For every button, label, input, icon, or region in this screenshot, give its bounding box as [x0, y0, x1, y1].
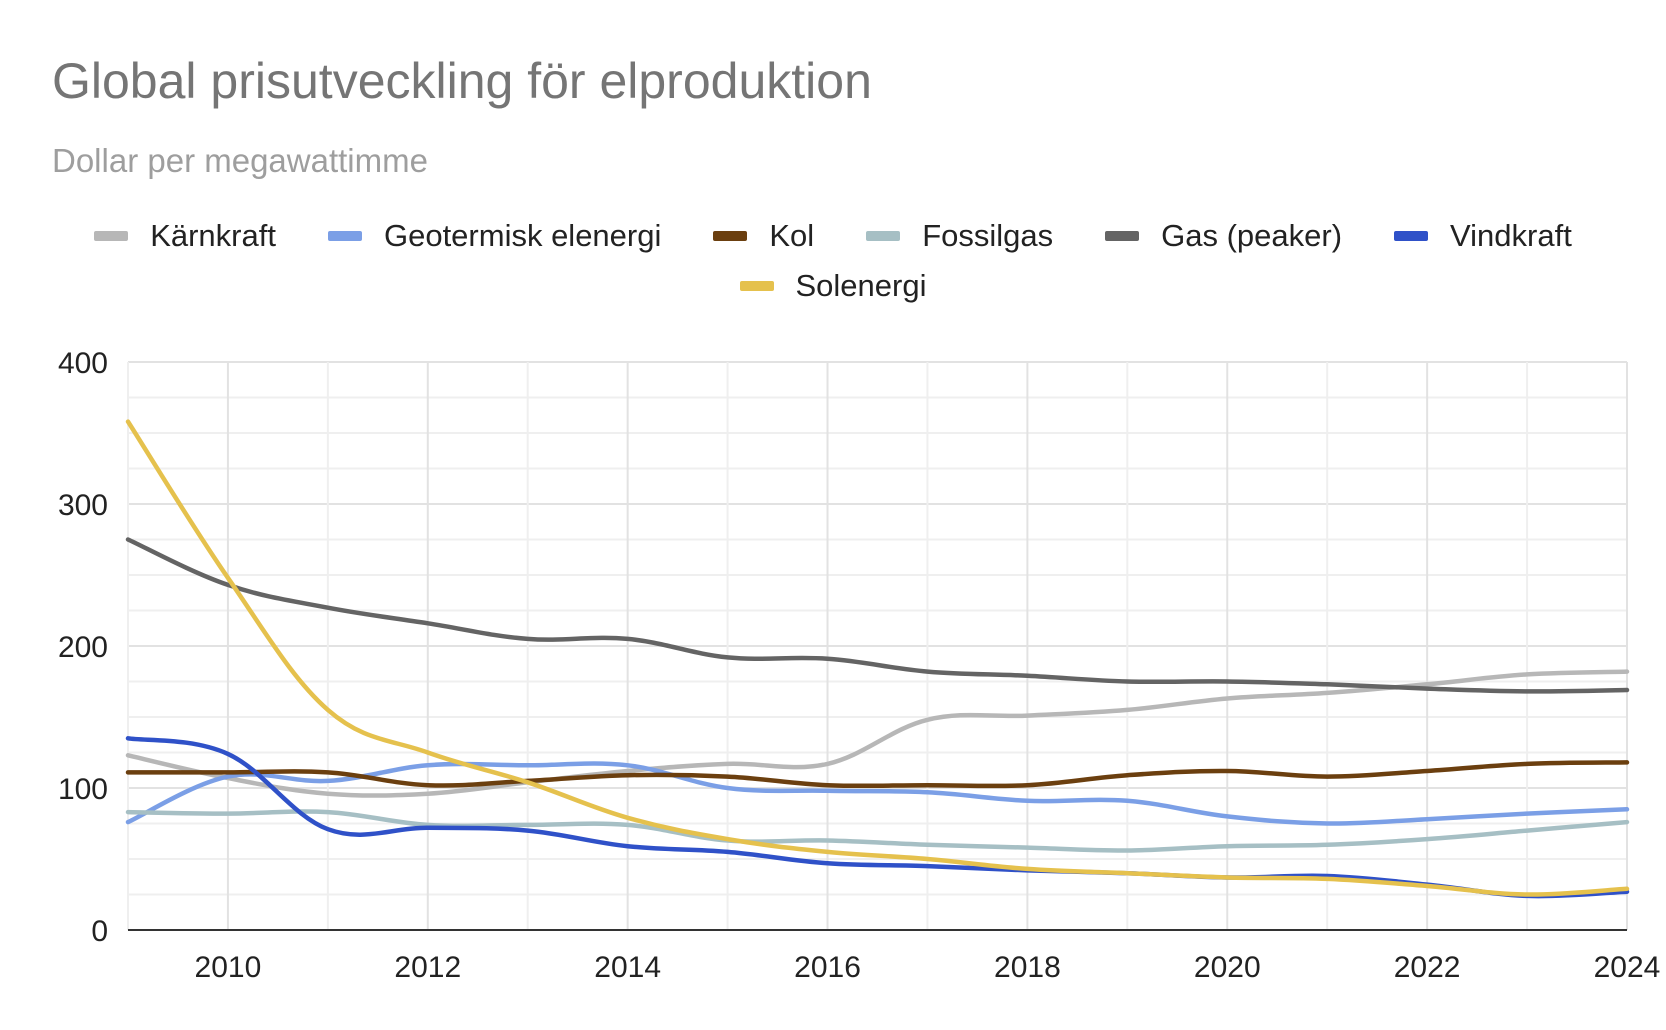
series-line-vindkraft[interactable]	[125, 736, 1630, 899]
legend-label: Fossilgas	[922, 218, 1054, 253]
legend-item-vindkraft[interactable]: Vindkraft	[1394, 218, 1572, 254]
legend-item-geotermisk[interactable]: Geotermisk elenergi	[327, 218, 662, 254]
y-tick-label: 0	[91, 915, 108, 948]
chart-title: Global prisutveckling för elproduktion	[52, 53, 872, 109]
legend-swatch	[1394, 231, 1429, 241]
x-tick-label: 2010	[195, 951, 262, 984]
legend-swatch	[94, 231, 129, 241]
y-tick-label: 100	[58, 773, 108, 806]
y-tick-label: 400	[58, 347, 108, 380]
legend-label: Geotermisk elenergi	[383, 218, 662, 253]
legend-row: Kärnkraft Geotermisk elenergi Kol Fossil…	[0, 218, 1666, 254]
legend-label: Kol	[769, 218, 815, 253]
legend-item-fossilgas[interactable]: Fossilgas	[866, 218, 1053, 254]
x-tick-label: 2016	[794, 951, 861, 984]
x-tick-label: 2012	[394, 951, 461, 984]
legend-item-kol[interactable]: Kol	[713, 218, 814, 254]
series-line-kärnkraft[interactable]	[125, 669, 1630, 798]
y-tick-label: 300	[58, 489, 108, 522]
chart-subtitle: Dollar per megawattimme	[52, 142, 428, 179]
series-lines	[125, 419, 1630, 899]
series-line-gas-peaker[interactable]	[125, 537, 1630, 694]
legend-item-karnkraft[interactable]: Kärnkraft	[94, 218, 276, 254]
legend-label: Kärnkraft	[150, 218, 276, 253]
legend-label: Gas (peaker)	[1161, 218, 1343, 253]
grid	[127, 361, 1628, 930]
series-line-geotermisk-elenergi[interactable]	[125, 761, 1630, 826]
x-tick-label: 2018	[994, 951, 1061, 984]
legend-label: Vindkraft	[1450, 218, 1572, 253]
series-line-fossilgas[interactable]	[125, 809, 1630, 853]
legend-row: Solenergi	[0, 268, 1666, 304]
legend-item-solenergi[interactable]: Solenergi	[739, 268, 927, 304]
legend-swatch	[739, 281, 774, 291]
legend-swatch	[713, 231, 748, 241]
legend-swatch	[866, 231, 901, 241]
y-tick-label: 200	[58, 631, 108, 664]
legend-swatch	[1105, 231, 1140, 241]
x-tick-label: 2020	[1194, 951, 1261, 984]
legend-item-gas-peaker[interactable]: Gas (peaker)	[1105, 218, 1342, 254]
x-tick-label: 2024	[1594, 951, 1661, 984]
x-tick-label: 2014	[594, 951, 661, 984]
x-tick-label: 2022	[1394, 951, 1461, 984]
axes: 0 100 200 300 400 2010 2012 2014 2016 2018 2020 202…	[58, 347, 1660, 984]
series-line-kol[interactable]	[125, 760, 1630, 789]
series-line-solenergi[interactable]	[125, 419, 1630, 897]
legend-label: Solenergi	[795, 268, 927, 303]
legend-swatch	[327, 231, 362, 241]
